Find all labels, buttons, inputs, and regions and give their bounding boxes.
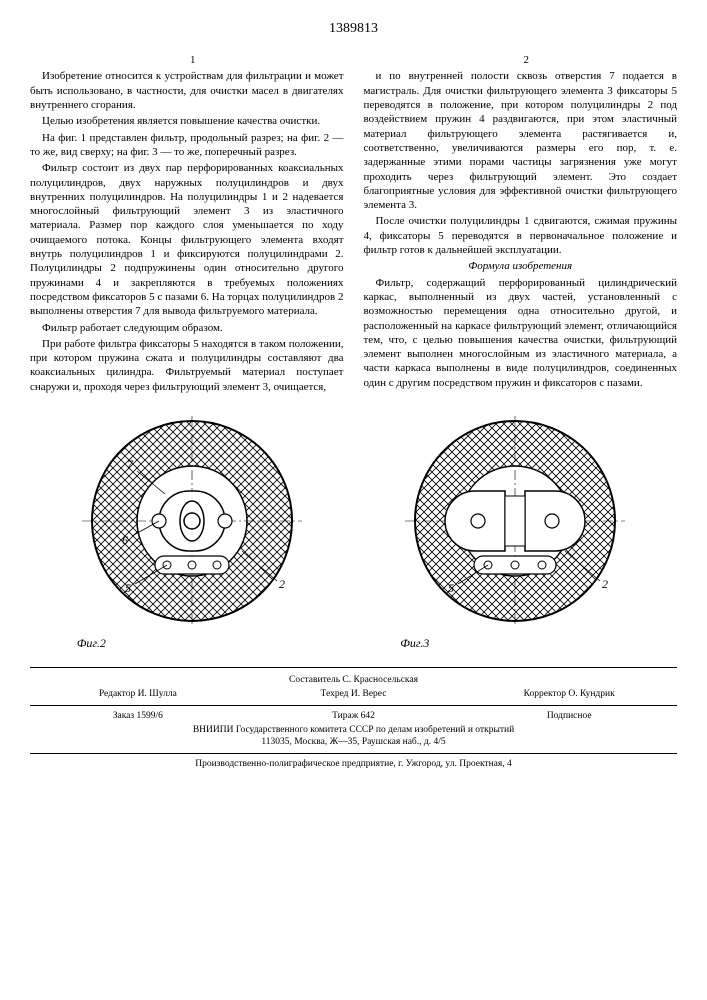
fig2-svg: 7 6 5 2 [77,416,307,626]
fig3-svg: 5 2 [400,416,630,626]
footer: Составитель С. Красносельская Редактор И… [30,667,677,770]
footer-order-num: Заказ 1599/6 [30,710,246,722]
fig2-label: Фиг.2 [77,636,307,652]
footer-tirazh: Тираж 642 [246,710,462,722]
footer-printer: Производственно-полиграфическое предприя… [30,758,677,770]
fig2-callout-2: 2 [279,577,285,591]
formula-text: Фильтр, содержащий перфорированный цилин… [364,276,678,390]
column-1: 1 Изобретение относится к устройствам дл… [30,53,344,396]
figure-3: 5 2 Фиг.3 [400,416,630,652]
col2-number: 2 [364,53,678,67]
fig3-callout-2: 2 [602,577,608,591]
footer-editor: Редактор И. Шулла [30,688,246,700]
footer-addr: 113035, Москва, Ж—35, Раушская наб., д. … [30,736,677,748]
col1-p5: При работе фильтра фиксаторы 5 находятся… [30,337,344,394]
footer-corrector: Корректор О. Кундрик [461,688,677,700]
fig2-callout-6: 6 [122,533,128,547]
col1-p2: На фиг. 1 представлен фильтр, продольный… [30,131,344,160]
col1-p3: Фильтр состоит из двух пар перфорированн… [30,161,344,318]
col1-p1: Целью изобретения является повышение кач… [30,114,344,128]
fig2-callout-5: 5 [125,581,131,595]
col2-p1: После очистки полуцилиндры 1 сдвигаются,… [364,214,678,257]
col1-p4: Фильтр работает следующим образом. [30,321,344,335]
footer-credits: Редактор И. Шулла Техред И. Верес Коррек… [30,688,677,700]
fig3-label: Фиг.3 [400,636,630,652]
fig2-callout-7: 7 [127,457,134,471]
formula-title: Формула изобретения [364,259,678,273]
footer-techred: Техред И. Верес [246,688,462,700]
text-columns: 1 Изобретение относится к устройствам дл… [30,53,677,396]
col1-p0: Изобретение относится к устройствам для … [30,69,344,112]
col2-p0: и по внутренней полости сквозь отверстия… [364,69,678,212]
figures-row: 7 6 5 2 Фиг.2 [30,416,677,652]
footer-org: ВНИИПИ Государственного комитета СССР по… [30,724,677,736]
footer-podpisnoe: Подписное [461,710,677,722]
footer-compiler: Составитель С. Красносельская [30,674,677,686]
figure-2: 7 6 5 2 Фиг.2 [77,416,307,652]
column-2: 2 и по внутренней полости сквозь отверст… [364,53,678,396]
footer-order: Заказ 1599/6 Тираж 642 Подписное [30,710,677,722]
patent-number: 1389813 [30,20,677,38]
fig3-callout-5: 5 [448,581,454,595]
col1-number: 1 [30,53,344,67]
